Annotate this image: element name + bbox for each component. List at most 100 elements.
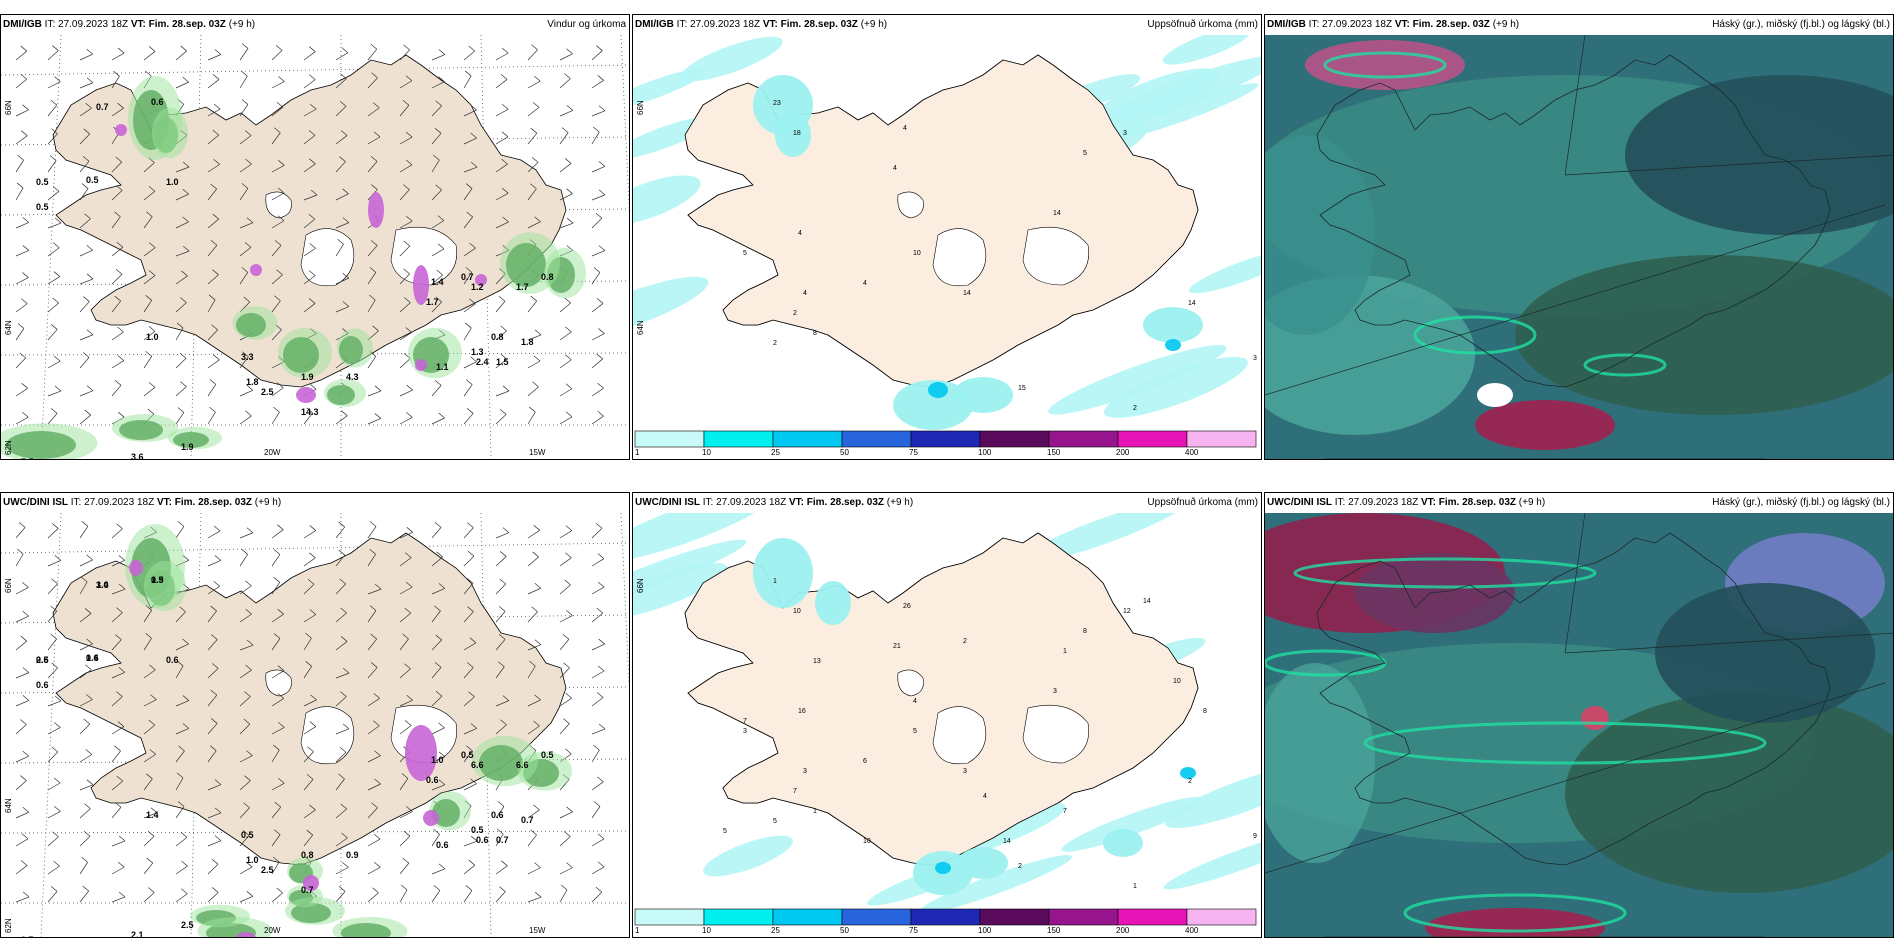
- wind-barb: [175, 860, 188, 875]
- wind-barb: [175, 407, 185, 425]
- colorbar-label: 200: [1116, 448, 1130, 457]
- precip-area: [815, 581, 851, 625]
- precip-light-area: [408, 327, 462, 379]
- it-label: IT:: [44, 19, 56, 30]
- wind-barb: [47, 297, 59, 313]
- colorbar-swatch: [772, 908, 843, 926]
- wind-barb: [271, 801, 282, 819]
- wind-barb: [79, 831, 91, 847]
- precip-colorbar: 1 10 25 50 75 100 150 200 400: [634, 908, 1257, 935]
- wind-barb: [207, 159, 220, 173]
- value-label: 0.5: [471, 825, 484, 835]
- wind-barb: [591, 776, 604, 791]
- wind-barb: [463, 408, 474, 425]
- wind-barb: [495, 74, 508, 89]
- wind-barb: [399, 159, 413, 173]
- wind-barb: [111, 801, 122, 819]
- value-label: 15: [1018, 385, 1026, 392]
- wind-barb: [591, 212, 603, 229]
- precip-light-area: [232, 306, 278, 340]
- wind-barb: [559, 579, 571, 595]
- wind-barb: [335, 667, 350, 679]
- value-label: 0.5: [461, 750, 474, 760]
- axis-label: 66N: [636, 578, 645, 593]
- wind-barb: [79, 156, 90, 173]
- colorbar-label: 75: [909, 448, 918, 457]
- value-label: 5: [1083, 150, 1087, 157]
- value-label: 14: [963, 290, 971, 297]
- wind-barb: [303, 609, 317, 623]
- vt-label: VT:: [762, 19, 778, 30]
- wind-barb: [143, 325, 156, 341]
- wind-barb: [47, 155, 57, 173]
- wind-barb: [399, 215, 413, 229]
- it-label: IT:: [70, 497, 82, 508]
- value-label: 8: [813, 330, 817, 337]
- wind-barb: [559, 158, 572, 173]
- value-label: 16: [798, 708, 806, 715]
- wind-barb: [335, 73, 347, 89]
- wind-barb: [239, 70, 248, 89]
- wind-barb: [559, 383, 573, 397]
- wind-barb: [207, 324, 218, 341]
- wind-barb: [335, 272, 349, 285]
- value-label: 10: [793, 608, 801, 615]
- wind-barb: [399, 297, 411, 313]
- value-label: 1.0: [146, 332, 159, 342]
- precip-light-area: [429, 791, 471, 831]
- wind-barb: [111, 156, 123, 173]
- precip-light-area: [324, 379, 366, 407]
- wind-barb: [271, 524, 284, 539]
- precip-light-area: [112, 414, 178, 442]
- wind-barb: [143, 719, 156, 735]
- wind-barb: [175, 521, 185, 539]
- cloud-layer: [1475, 400, 1615, 450]
- wind-barb: [399, 552, 412, 567]
- wind-barb: [143, 887, 155, 903]
- wind-barb: [591, 553, 605, 567]
- colorbar-swatch: [1186, 908, 1257, 926]
- value-label: 2.1: [131, 930, 144, 937]
- wind-barb: [495, 661, 505, 679]
- precip-swath: [1188, 249, 1261, 294]
- wind-barb: [463, 522, 474, 539]
- model-name: UWC/DINI ISL: [1267, 497, 1332, 508]
- wind-barb: [175, 76, 189, 89]
- wind-barb: [239, 267, 249, 285]
- wind-barb: [591, 382, 604, 397]
- value-label: 12: [1123, 608, 1131, 615]
- wind-barb: [367, 583, 382, 595]
- axis-label: 64N: [636, 320, 645, 335]
- wind-barb: [143, 211, 153, 229]
- wind-barb: [271, 693, 285, 707]
- wind-barb: [143, 831, 155, 847]
- map-panel-uwc-cloud: UWC/DINI ISL IT: 27.09.2023 18Z VT: Fim.…: [1264, 492, 1894, 938]
- wind-barb: [495, 353, 508, 369]
- wind-barb: [175, 745, 185, 763]
- colorbar-swatch: [910, 430, 981, 448]
- wind-barb: [527, 157, 539, 173]
- wind-barb: [463, 885, 473, 903]
- axis-label: 15W: [529, 926, 546, 935]
- precip-light-area: [152, 107, 188, 159]
- wind-barb: [239, 242, 252, 257]
- value-label: 1.4: [86, 653, 99, 663]
- wind-barb: [399, 327, 413, 341]
- wind-barb: [111, 185, 123, 201]
- colorbar-label: 25: [771, 448, 780, 457]
- value-label: 4: [893, 165, 897, 172]
- wind-barb: [15, 323, 25, 341]
- wind-barb: [431, 100, 442, 117]
- precip-heavy-area: [368, 192, 384, 228]
- wind-barb: [79, 296, 90, 313]
- precip-heavy-area: [405, 725, 437, 781]
- wind-barb: [271, 215, 285, 229]
- map-wind-precip: 0.7 0.6 0.5 0.5 0.5 1.0 0.7 0.8 1.4 1.7 1.3 1.5 2.4 4…: [1, 35, 629, 459]
- value-label: 6.6: [516, 760, 529, 770]
- wind-barb: [367, 778, 381, 791]
- value-label: 0.7: [496, 835, 509, 845]
- value-label: 6: [863, 758, 867, 765]
- cloud-contour: [1293, 557, 1597, 589]
- wind-barb: [463, 835, 478, 847]
- wind-barb: [47, 695, 62, 707]
